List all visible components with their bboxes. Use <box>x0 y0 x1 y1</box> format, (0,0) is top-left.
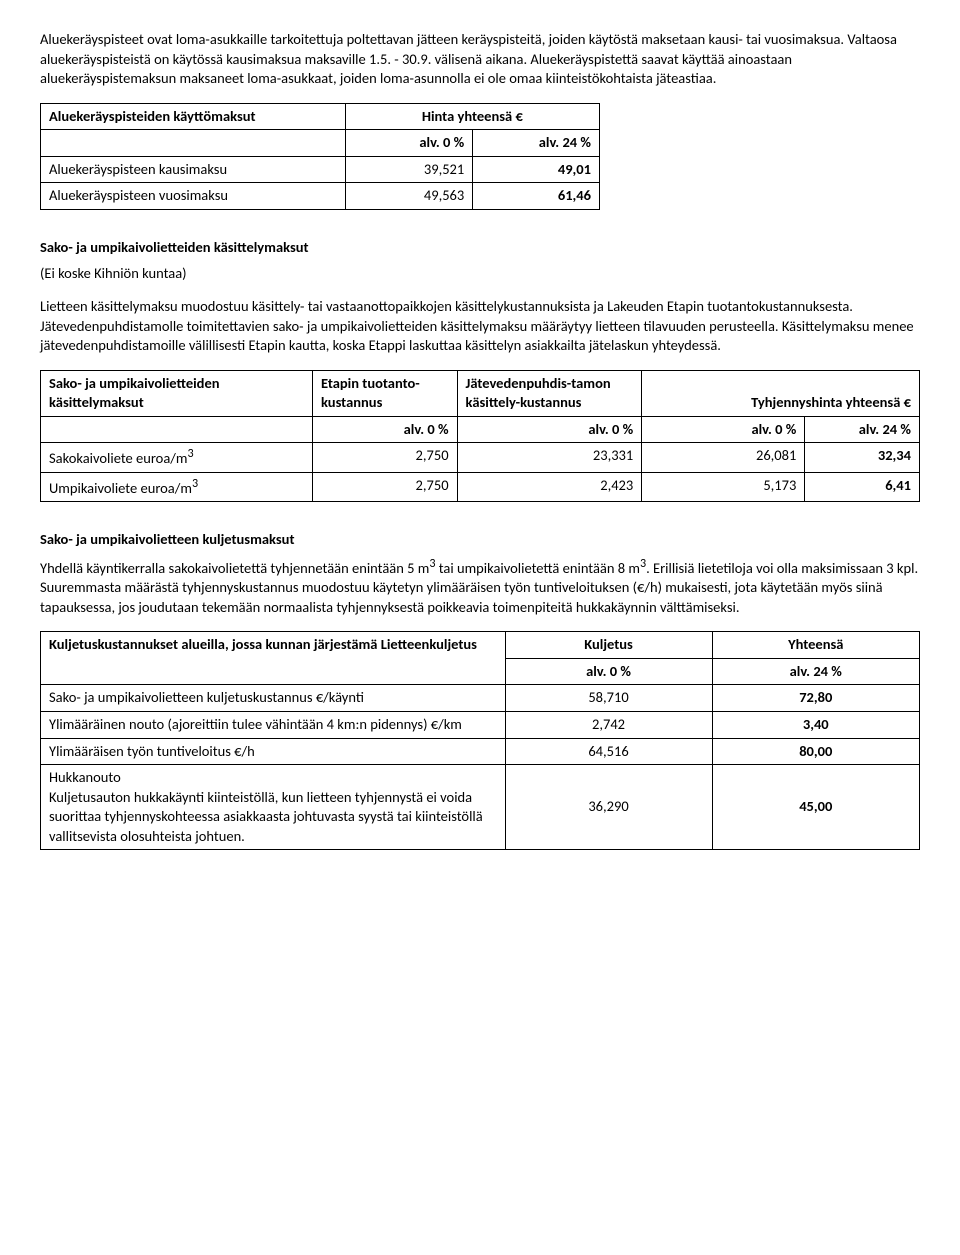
t2-sub-empty <box>41 416 313 443</box>
t2-r2-v2: 2,423 <box>457 472 642 501</box>
t3-r4-v1: 36,290 <box>505 765 712 850</box>
t2-r1-v4: 32,34 <box>805 443 920 472</box>
t1-r1-v0: 39,521 <box>345 156 473 183</box>
table-kuljetuskustannukset: Kuljetuskustannukset alueilla, jossa kun… <box>40 631 920 850</box>
t3-r2-label: Ylimääräinen nouto (ajoreittiin tulee vä… <box>41 711 506 738</box>
t1-r2-label: Aluekeräyspisteen vuosimaksu <box>41 183 346 210</box>
t3-r1-v1: 58,710 <box>505 685 712 712</box>
s3-a: Yhdellä käyntikerralla sakokaivolietettä… <box>40 559 429 577</box>
t2-h-c: Jätevedenpuhdis-tamon käsittely-kustannu… <box>457 370 642 416</box>
intro-paragraph: Aluekeräyspisteet ovat loma-asukkaille t… <box>40 30 920 89</box>
t3-alv24: alv. 24 % <box>712 658 919 685</box>
t3-h-a: Kuljetuskustannukset alueilla, jossa kun… <box>41 632 506 685</box>
t1-alv24: alv. 24 % <box>473 130 600 157</box>
t2-alv24: alv. 24 % <box>805 416 920 443</box>
section3-title: Sako- ja umpikaivolietteen kuljetusmaksu… <box>40 530 920 550</box>
t2-r1-v2: 23,331 <box>457 443 642 472</box>
t3-r3-label: Ylimääräisen työn tuntiveloitus €/h <box>41 738 506 765</box>
t2-r1-v1: 2,750 <box>313 443 458 472</box>
t3-r3-v2: 80,00 <box>712 738 919 765</box>
s3-b: tai umpikaivolietettä enintään 8 m <box>435 559 640 577</box>
t2-h-d: Tyhjennyshinta yhteensä € <box>642 370 920 416</box>
t2-r2-sup: 3 <box>192 476 198 491</box>
t1-alv0: alv. 0 % <box>345 130 473 157</box>
t2-r2-label-txt: Umpikaivoliete euroa/m <box>49 479 192 497</box>
t2-alv0-1: alv. 0 % <box>313 416 458 443</box>
t1-r2-v24: 61,46 <box>473 183 600 210</box>
t2-r2-v3: 5,173 <box>642 472 805 501</box>
t2-r2-v4: 6,41 <box>805 472 920 501</box>
t3-r2-v2: 3,40 <box>712 711 919 738</box>
t3-r4-v2: 45,00 <box>712 765 919 850</box>
t2-alv0-3: alv. 0 % <box>642 416 805 443</box>
section2-title: Sako- ja umpikaivolietteiden käsittelyma… <box>40 238 920 258</box>
t2-r1-v3: 26,081 <box>642 443 805 472</box>
t3-h-c: Yhteensä <box>712 632 919 659</box>
t1-r1-label: Aluekeräyspisteen kausimaksu <box>41 156 346 183</box>
t1-h-b: Hinta yhteensä € <box>345 103 599 130</box>
t1-sub-empty <box>41 130 346 157</box>
t1-h-a: Aluekeräyspisteiden käyttömaksut <box>41 103 346 130</box>
section3-paragraph: Yhdellä käyntikerralla sakokaivolietettä… <box>40 556 920 618</box>
t2-alv0-2: alv. 0 % <box>457 416 642 443</box>
t2-r2-v1: 2,750 <box>313 472 458 501</box>
t2-r1-label: Sakokaivoliete euroa/m3 <box>41 443 313 472</box>
t2-h-b: Etapin tuotanto-kustannus <box>313 370 458 416</box>
t3-alv0: alv. 0 % <box>505 658 712 685</box>
section2-paragraph: Lietteen käsittelymaksu muodostuu käsitt… <box>40 297 920 356</box>
t2-r1-label-txt: Sakokaivoliete euroa/m <box>49 449 187 467</box>
t3-r3-v1: 64,516 <box>505 738 712 765</box>
document-page: Aluekeräyspisteet ovat loma-asukkaille t… <box>40 30 920 850</box>
section2-subtitle: (Ei koske Kihniön kuntaa) <box>40 264 920 284</box>
t1-r2-v0: 49,563 <box>345 183 473 210</box>
t3-r2-v1: 2,742 <box>505 711 712 738</box>
table-kasittelymaksut: Sako- ja umpikaivolietteiden käsittelyma… <box>40 370 920 502</box>
t3-h-b: Kuljetus <box>505 632 712 659</box>
t3-r4-label: Hukkanouto Kuljetusauton hukkakäynti kii… <box>41 765 506 850</box>
t2-r1-sup: 3 <box>187 446 193 461</box>
t1-r1-v24: 49,01 <box>473 156 600 183</box>
t3-r1-label: Sako- ja umpikaivolietteen kuljetuskusta… <box>41 685 506 712</box>
table-aluekerayspisteet: Aluekeräyspisteiden käyttömaksut Hinta y… <box>40 103 600 210</box>
t2-r2-label: Umpikaivoliete euroa/m3 <box>41 472 313 501</box>
t2-h-a: Sako- ja umpikaivolietteiden käsittelyma… <box>41 370 313 416</box>
t3-r1-v2: 72,80 <box>712 685 919 712</box>
